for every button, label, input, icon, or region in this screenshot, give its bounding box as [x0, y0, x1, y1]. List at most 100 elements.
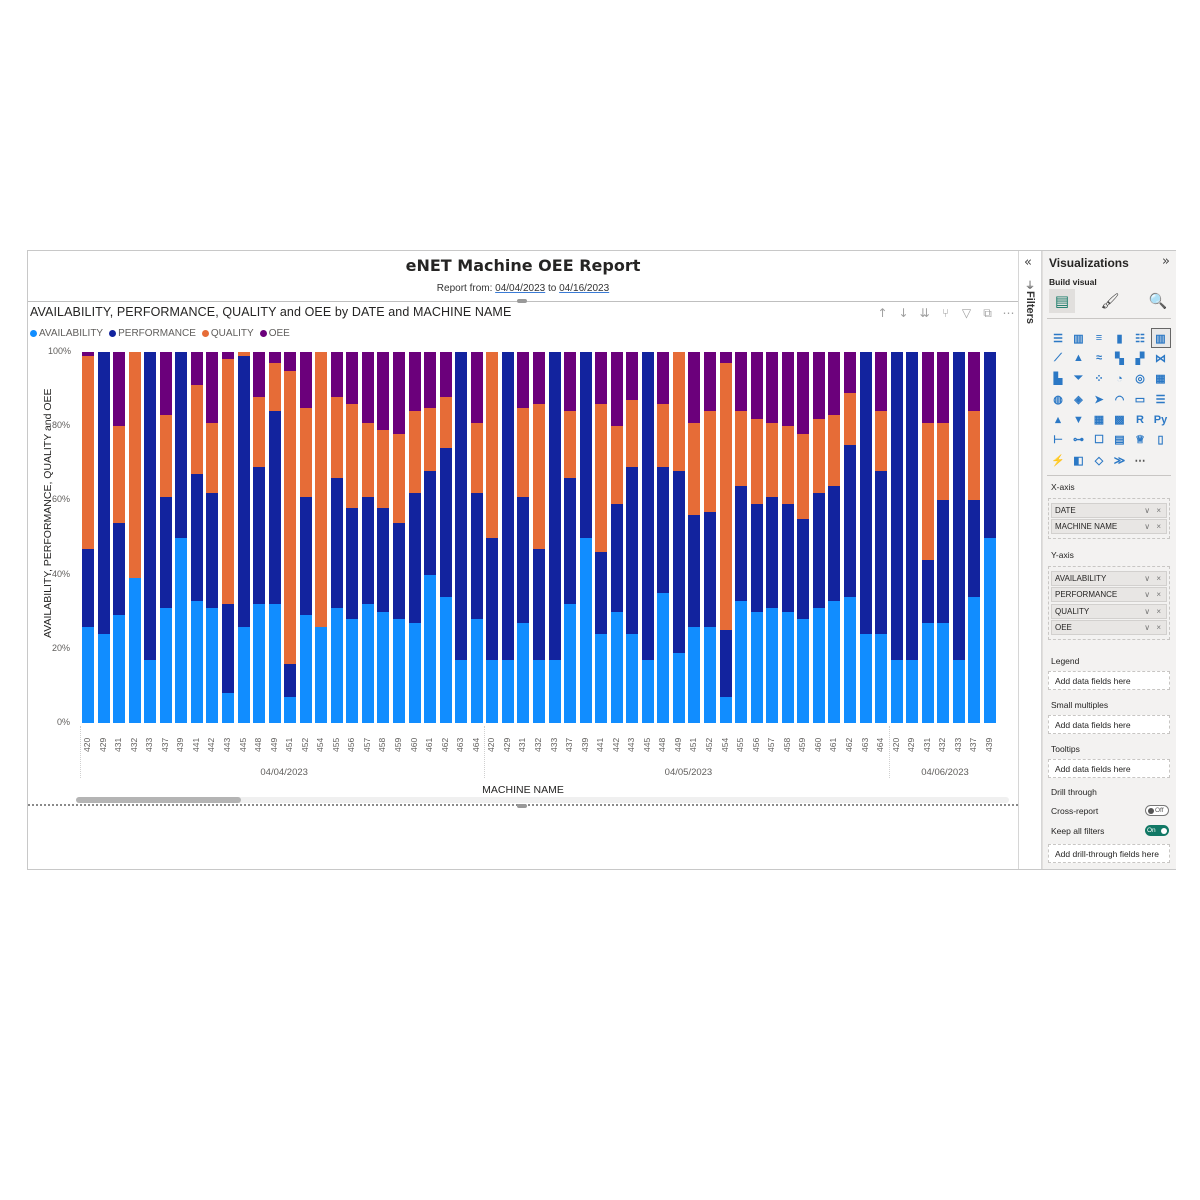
treemap-icon[interactable]: ▦ [1155, 373, 1166, 386]
bar-04-06-2023-433[interactable] [952, 352, 965, 723]
x-axis-field-date[interactable]: DATE ∨ × [1051, 502, 1167, 518]
field-menu-remove-icon[interactable]: ∨ × [1144, 606, 1163, 616]
clustered-bar-chart-icon[interactable]: ≡ [1095, 332, 1103, 344]
bar-04-05-2023-437[interactable] [564, 352, 577, 723]
stacked-column-chart-icon[interactable]: ▥ [1073, 332, 1084, 345]
100-stacked-column-chart-icon[interactable]: ▥ [1150, 328, 1171, 348]
bar-04-04-2023-459[interactable] [393, 352, 405, 723]
line-stacked-column-chart-icon[interactable]: ▞ [1135, 352, 1145, 365]
power-automate-icon[interactable]: ◧ [1073, 454, 1084, 467]
bar-04-05-2023-459[interactable] [797, 352, 810, 723]
bar-04-05-2023-460[interactable] [812, 352, 825, 723]
fields-tab-icon[interactable]: ▤ [1049, 289, 1075, 313]
diamond-visual-icon[interactable]: ◇ [1094, 454, 1104, 467]
bar-04-05-2023-463[interactable] [859, 352, 872, 723]
bar-04-04-2023-420[interactable] [82, 352, 94, 723]
bar-04-05-2023-432[interactable] [532, 352, 545, 723]
legend-item-quality[interactable]: QUALITY [201, 328, 254, 339]
bar-04-05-2023-456[interactable] [750, 352, 763, 723]
keep-filters-toggle[interactable]: On [1145, 825, 1169, 836]
bar-04-04-2023-441[interactable] [190, 352, 203, 723]
bar-04-05-2023-429[interactable] [501, 352, 514, 723]
bar-04-04-2023-464[interactable] [470, 352, 483, 723]
x-axis-field-machine-name[interactable]: MACHINE NAME ∨ × [1051, 519, 1167, 534]
100-stacked-bar-chart-icon[interactable]: ☷ [1135, 332, 1145, 345]
bar-04-05-2023-439[interactable] [579, 352, 592, 723]
bar-04-06-2023-432[interactable] [937, 352, 950, 723]
y-axis-well[interactable]: AVAILABILITY ∨ × PERFORMANCE ∨ × QUALITY ∨ × O… [1048, 566, 1170, 640]
format-tab-icon[interactable]: 🖌 [1100, 292, 1120, 310]
bar-04-04-2023-437[interactable] [159, 352, 172, 723]
ribbon-chart-icon[interactable]: ⋈ [1155, 352, 1166, 365]
bar-04-05-2023-464[interactable] [875, 352, 888, 723]
drill-through-drop[interactable]: Add drill-through fields here [1048, 844, 1170, 863]
bar-04-06-2023-420[interactable] [890, 352, 903, 723]
filled-map-icon[interactable]: ◈ [1074, 393, 1083, 406]
legend-item-performance[interactable]: PERFORMANCE [109, 328, 196, 339]
card-icon[interactable]: ▭ [1134, 393, 1146, 406]
legend-well-drop[interactable]: Add data fields here [1048, 671, 1170, 690]
bar-04-04-2023-452[interactable] [299, 352, 312, 723]
filters-pane[interactable]: « ⏚ Filters [1018, 251, 1042, 869]
analytics-tab-icon[interactable]: 🔍 [1148, 292, 1168, 310]
expand-hierarchy-icon[interactable]: ⑂ [941, 306, 950, 320]
stacked-column-visual[interactable]: AVAILABILITY, PERFORMANCE, QUALITY and O… [28, 299, 1022, 808]
bar-04-05-2023-457[interactable] [766, 352, 779, 723]
expand-all-icon[interactable]: ⇊ [919, 306, 930, 320]
bar-04-05-2023-452[interactable] [704, 352, 716, 723]
stacked-area-chart-icon[interactable]: ≈ [1095, 352, 1103, 365]
map-icon[interactable]: ◍ [1053, 393, 1063, 406]
funnel-chart-icon[interactable]: ⏷ [1074, 372, 1083, 385]
bar-04-04-2023-443[interactable] [221, 352, 234, 723]
field-menu-remove-icon[interactable]: ∨ × [1144, 590, 1163, 599]
y-axis-field-quality[interactable]: QUALITY ∨ × [1051, 603, 1167, 619]
key-influencers-icon[interactable]: ⊢ [1053, 434, 1063, 447]
qna-icon[interactable]: ☐ [1094, 434, 1104, 447]
y-axis-field-oee[interactable]: OEE ∨ × [1051, 620, 1167, 635]
field-menu-remove-icon[interactable]: ∨ × [1144, 573, 1163, 583]
filters-label[interactable]: Filters [1024, 291, 1036, 325]
drill-up-icon[interactable]: ↑ [877, 306, 888, 320]
smart-narrative-icon[interactable]: ▤ [1114, 434, 1125, 447]
stacked-bar-chart-icon[interactable]: ☰ [1053, 332, 1063, 345]
bar-04-05-2023-454[interactable] [719, 352, 732, 723]
bar-04-04-2023-448[interactable] [253, 352, 266, 723]
filter-icon[interactable]: ▽ [961, 306, 972, 320]
resize-handle-bottom[interactable] [517, 804, 527, 808]
y-axis-field-performance[interactable]: PERFORMANCE ∨ × [1051, 587, 1167, 602]
table-icon[interactable]: ▦ [1093, 414, 1105, 427]
bar-04-05-2023-462[interactable] [843, 352, 856, 723]
tooltips-drop[interactable]: Add data fields here [1048, 759, 1170, 778]
azure-map-icon[interactable]: ➤ [1094, 393, 1104, 406]
bar-04-04-2023-439[interactable] [175, 352, 188, 723]
gauge-icon[interactable]: ◠ [1114, 393, 1125, 406]
line-chart-icon[interactable]: ⟋ [1054, 351, 1062, 364]
more-visuals-icon[interactable]: ⋯ [1134, 454, 1146, 467]
kpi-icon[interactable]: ▴ [1055, 414, 1061, 427]
waterfall-chart-icon[interactable]: ▙ [1053, 373, 1063, 386]
drill-down-icon[interactable]: ↓ [898, 306, 909, 320]
donut-chart-icon[interactable]: ◎ [1135, 373, 1145, 386]
bar-04-05-2023-451[interactable] [688, 352, 701, 723]
more-options-icon[interactable]: ⋯ [1002, 306, 1015, 320]
bar-04-04-2023-457[interactable] [361, 352, 374, 723]
area-chart-icon[interactable]: ▲ [1073, 352, 1084, 365]
bar-04-04-2023-461[interactable] [424, 352, 437, 723]
cross-report-toggle[interactable]: Off [1145, 805, 1169, 816]
small-multiples-drop[interactable]: Add data fields here [1048, 715, 1170, 734]
matrix-icon[interactable]: ▩ [1114, 414, 1125, 427]
focus-mode-icon[interactable]: ⧉ [983, 306, 992, 320]
line-clustered-column-chart-icon[interactable]: ▚ [1115, 352, 1124, 365]
pie-chart-icon[interactable]: ◔ [1116, 372, 1123, 385]
bar-04-04-2023-432[interactable] [128, 352, 141, 723]
bar-04-05-2023-443[interactable] [626, 352, 639, 723]
bar-04-04-2023-431[interactable] [113, 352, 126, 723]
bar-04-05-2023-420[interactable] [486, 352, 499, 723]
bar-04-05-2023-442[interactable] [610, 352, 623, 723]
bar-04-06-2023-431[interactable] [921, 352, 934, 723]
bar-04-04-2023-454[interactable] [315, 352, 328, 723]
multi-row-card-icon[interactable]: ☰ [1155, 393, 1166, 406]
resize-handle-top[interactable] [517, 299, 527, 303]
bar-04-06-2023-429[interactable] [906, 352, 919, 723]
bar-04-04-2023-458[interactable] [377, 352, 390, 723]
